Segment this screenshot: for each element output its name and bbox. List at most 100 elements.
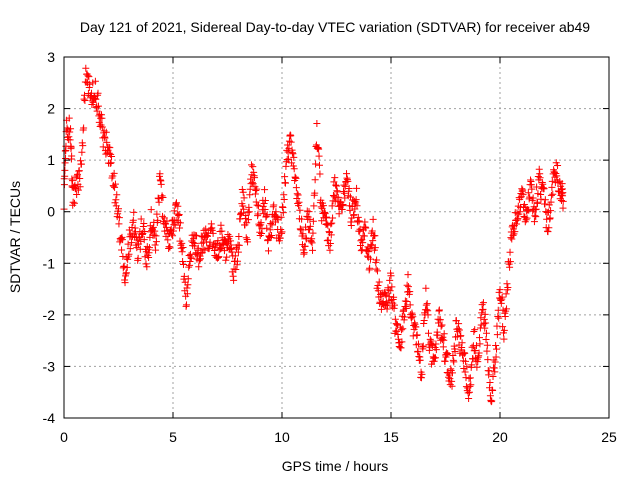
data-point [183,301,191,309]
data-point [170,207,178,215]
data-point [443,350,451,358]
y-tick-label: -4 [43,410,56,426]
data-point [368,227,376,235]
data-point [365,248,373,256]
data-point [373,267,381,275]
data-point [381,290,389,298]
data-point [143,263,151,271]
data-point [350,211,358,219]
data-point [303,207,311,215]
axis-ticks [63,56,610,419]
data-point [65,133,73,141]
data-point [94,102,102,110]
data-point [123,254,131,262]
data-point [262,212,270,220]
data-point [473,363,481,371]
data-point [390,301,398,309]
data-point [398,338,406,346]
data-point [172,199,180,207]
data-point [209,229,217,237]
data-point [479,305,487,313]
data-point [217,221,225,229]
data-point [525,206,533,214]
data-point [541,196,549,204]
data-point [67,143,75,151]
data-point [146,222,154,230]
data-point [522,216,530,224]
data-point [81,96,89,104]
data-point [439,343,447,351]
data-point [62,155,70,163]
data-point [306,222,314,230]
data-point [471,346,479,354]
data-point [492,353,500,361]
data-point [478,309,486,317]
data-point [483,341,491,349]
data-point [170,221,178,229]
data-point [369,215,377,223]
data-point [234,257,242,265]
data-point [532,213,540,221]
data-point [356,225,364,233]
data-point [465,388,473,396]
data-point [424,329,432,337]
data-point [139,229,147,237]
data-point [332,181,340,189]
data-point [102,128,110,136]
data-point [355,217,363,225]
data-point [260,200,268,208]
data-point [448,369,456,377]
data-point [513,220,521,228]
data-point [281,173,289,181]
data-point [197,249,205,257]
tick-labels: 0 5 10 15 20 25 -4 -3 -2 -1 0 1 2 3 [43,49,617,445]
data-point [187,254,195,262]
data-point [506,248,514,256]
data-point [249,180,257,188]
x-tick-label: 5 [169,429,177,445]
data-point [220,247,228,255]
data-point [432,346,440,354]
data-point [299,230,307,238]
data-point [130,208,138,216]
data-point [68,175,76,183]
data-point [68,152,76,160]
data-point [233,245,241,253]
data-point [239,202,247,210]
data-point [339,200,347,208]
data-point [195,263,203,271]
data-point [315,152,323,160]
data-point [186,258,194,266]
data-point [288,159,296,167]
data-point [335,210,343,218]
data-point [223,253,231,261]
y-tick-label: 0 [47,204,55,220]
data-point [133,244,141,252]
data-point [363,252,371,260]
data-point [124,255,132,263]
data-point [461,368,469,376]
data-point [523,214,531,222]
data-point [309,246,317,254]
data-point [287,132,295,140]
data-point [259,202,267,210]
data-point [397,344,405,352]
x-tick-label: 10 [274,429,290,445]
data-point [98,114,106,122]
data-point [358,246,366,254]
data-point [240,194,248,202]
data-point [367,241,375,249]
data-point [375,278,383,286]
data-point [215,253,223,261]
data-point [546,214,554,222]
data-point [403,298,411,306]
data-point [235,232,243,240]
data-point [492,341,500,349]
data-point [499,323,507,331]
data-point [72,173,80,181]
data-point [276,234,284,242]
data-point [222,256,230,264]
data-point [217,245,225,253]
data-point [142,260,150,268]
data-point [416,356,424,364]
